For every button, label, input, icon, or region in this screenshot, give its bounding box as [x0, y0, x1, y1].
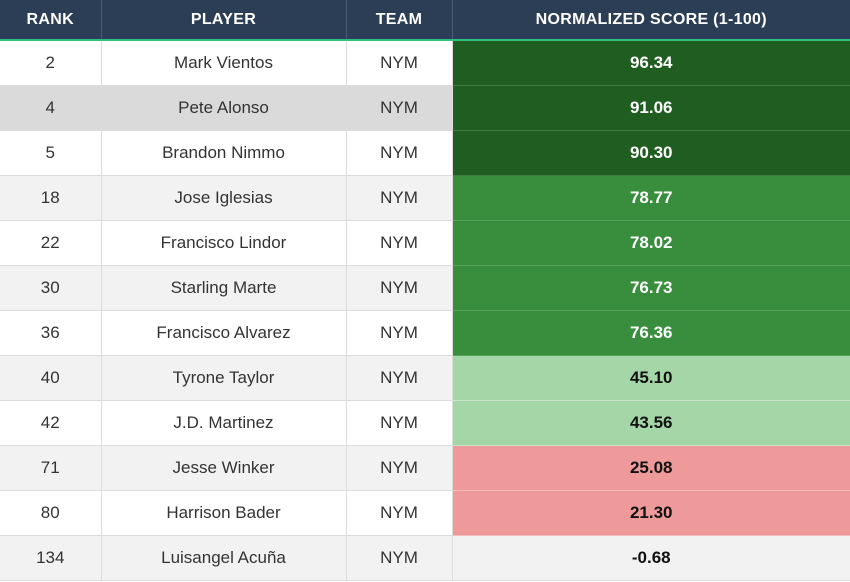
team-cell: NYM: [346, 130, 453, 176]
score-cell: 96.34: [452, 40, 850, 86]
table-row[interactable]: 42 J.D. Martinez NYM 43.56: [0, 400, 850, 446]
team-cell: NYM: [346, 265, 453, 311]
rank-cell: 4: [0, 85, 102, 131]
table-row[interactable]: 30 Starling Marte NYM 76.73: [0, 265, 850, 311]
table-row[interactable]: 71 Jesse Winker NYM 25.08: [0, 445, 850, 491]
player-cell: Brandon Nimmo: [101, 130, 347, 176]
score-cell: -0.68: [452, 535, 850, 581]
table-row[interactable]: 134 Luisangel Acuña NYM -0.68: [0, 535, 850, 581]
rank-cell: 80: [0, 490, 102, 536]
player-cell: J.D. Martinez: [101, 400, 347, 446]
player-cell: Pete Alonso: [101, 85, 347, 131]
score-cell: 90.30: [452, 130, 850, 176]
player-cell: Harrison Bader: [101, 490, 347, 536]
player-cell: Jose Iglesias: [101, 175, 347, 221]
score-cell: 21.30: [452, 490, 850, 536]
table-row[interactable]: 5 Brandon Nimmo NYM 90.30: [0, 130, 850, 176]
score-cell: 91.06: [452, 85, 850, 131]
team-cell: NYM: [346, 445, 453, 491]
rank-cell: 2: [0, 40, 102, 86]
player-cell: Starling Marte: [101, 265, 347, 311]
team-cell: NYM: [346, 220, 453, 266]
player-cell: Francisco Lindor: [101, 220, 347, 266]
team-cell: NYM: [346, 490, 453, 536]
header-rank[interactable]: RANK: [0, 0, 102, 41]
header-score[interactable]: NORMALIZED SCORE (1-100): [452, 0, 850, 41]
score-cell: 45.10: [452, 355, 850, 401]
table-row[interactable]: 22 Francisco Lindor NYM 78.02: [0, 220, 850, 266]
header-row: RANK PLAYER TEAM NORMALIZED SCORE (1-100…: [0, 0, 850, 41]
score-cell: 25.08: [452, 445, 850, 491]
score-cell: 78.02: [452, 220, 850, 266]
score-cell: 78.77: [452, 175, 850, 221]
header-player[interactable]: PLAYER: [101, 0, 347, 41]
team-cell: NYM: [346, 85, 453, 131]
rank-cell: 5: [0, 130, 102, 176]
rank-cell: 18: [0, 175, 102, 221]
table-row[interactable]: 18 Jose Iglesias NYM 78.77: [0, 175, 850, 221]
table-row[interactable]: 2 Mark Vientos NYM 96.34: [0, 40, 850, 86]
score-cell: 76.73: [452, 265, 850, 311]
rank-cell: 40: [0, 355, 102, 401]
score-cell: 43.56: [452, 400, 850, 446]
score-cell: 76.36: [452, 310, 850, 356]
player-cell: Jesse Winker: [101, 445, 347, 491]
table-body: 2 Mark Vientos NYM 96.34 4 Pete Alonso N…: [0, 40, 850, 581]
table-row[interactable]: 4 Pete Alonso NYM 91.06: [0, 85, 850, 131]
rank-cell: 22: [0, 220, 102, 266]
player-cell: Luisangel Acuña: [101, 535, 347, 581]
rank-cell: 134: [0, 535, 102, 581]
table-row[interactable]: 36 Francisco Alvarez NYM 76.36: [0, 310, 850, 356]
team-cell: NYM: [346, 535, 453, 581]
table-row[interactable]: 80 Harrison Bader NYM 21.30: [0, 490, 850, 536]
player-cell: Tyrone Taylor: [101, 355, 347, 401]
rank-cell: 71: [0, 445, 102, 491]
table-row[interactable]: 40 Tyrone Taylor NYM 45.10: [0, 355, 850, 401]
rank-cell: 30: [0, 265, 102, 311]
player-cell: Francisco Alvarez: [101, 310, 347, 356]
team-cell: NYM: [346, 40, 453, 86]
header-team[interactable]: TEAM: [346, 0, 453, 41]
rank-cell: 36: [0, 310, 102, 356]
player-cell: Mark Vientos: [101, 40, 347, 86]
team-cell: NYM: [346, 175, 453, 221]
team-cell: NYM: [346, 355, 453, 401]
team-cell: NYM: [346, 310, 453, 356]
rank-cell: 42: [0, 400, 102, 446]
table-header: RANK PLAYER TEAM NORMALIZED SCORE (1-100…: [0, 0, 850, 41]
team-cell: NYM: [346, 400, 453, 446]
